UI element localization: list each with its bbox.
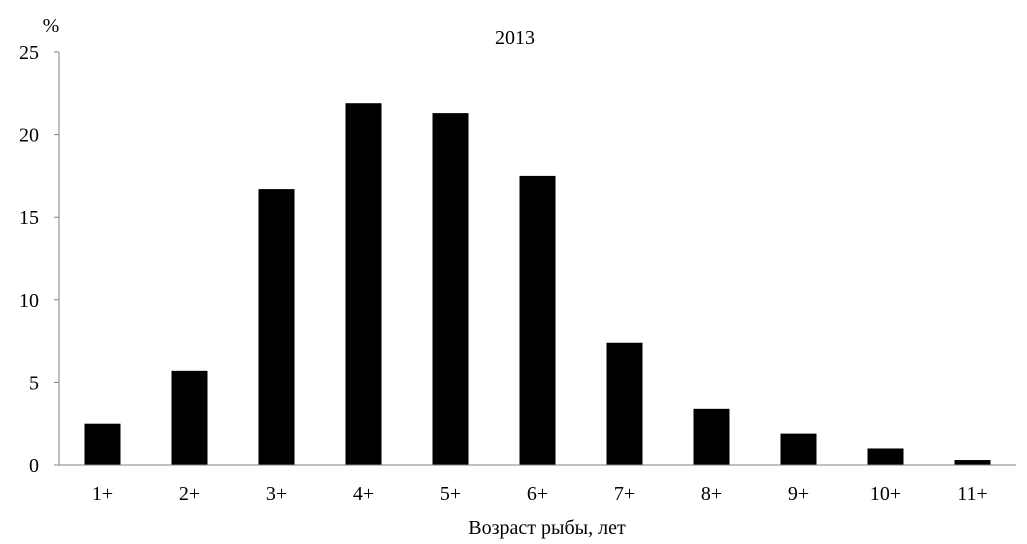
bar-2plus [171,370,208,465]
y-axis-label: % [43,15,60,37]
y-tick-label: 15 [19,207,39,229]
y-tick-label: 25 [19,42,39,64]
bar-3plus [258,189,295,465]
y-tick-label: 5 [29,372,39,394]
bar-8plus [693,408,730,465]
x-tick-label: 2+ [179,483,200,505]
chart-title: 2013 [495,27,535,49]
x-tick-label: 7+ [614,483,635,505]
y-tick-label: 20 [19,125,39,147]
x-tick-label: 11+ [957,483,988,505]
x-tick-label: 4+ [353,483,374,505]
bar-5plus [432,113,469,466]
y-tick-label: 0 [29,455,39,477]
bar-11plus [954,460,991,465]
bar-10plus [867,448,904,465]
bar-1plus [84,423,121,465]
x-tick-label: 8+ [701,483,722,505]
y-axis: 0 5 10 15 20 25 [19,42,60,477]
x-axis-label: Возраст рыбы, лет [468,517,626,539]
x-tick-label: 3+ [266,483,287,505]
bar-4plus [345,103,382,465]
x-tick-label: 10+ [870,483,901,505]
x-axis: 1+ 2+ 3+ 4+ 5+ 6+ 7+ 8+ 9+ 10+ 11+ [59,464,1016,505]
x-tick-label: 9+ [788,483,809,505]
x-tick-label: 5+ [440,483,461,505]
bars-group [84,103,991,466]
x-tick-label: 1+ [92,483,113,505]
bar-6plus [519,175,556,465]
bar-9plus [780,433,817,465]
x-tick-label: 6+ [527,483,548,505]
y-tick-label: 10 [19,290,39,312]
bar-7plus [606,342,643,465]
